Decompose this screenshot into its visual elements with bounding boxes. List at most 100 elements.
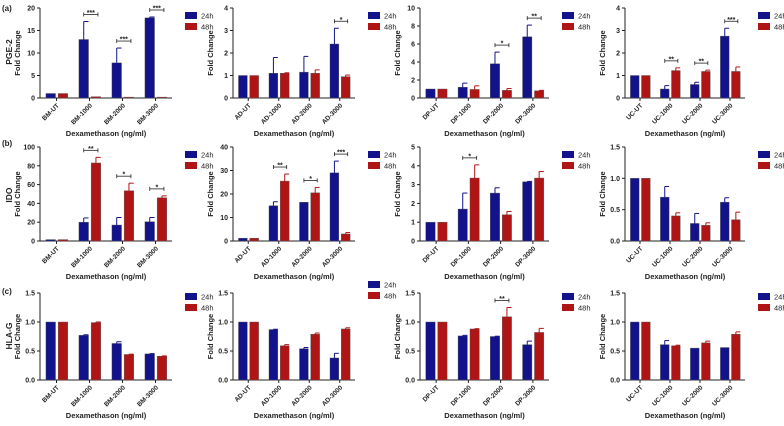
legend-label-24h: 24h <box>201 151 214 160</box>
x-axis-title: Dexamethason (ng/ml) <box>444 411 525 420</box>
bar-AD-UT-48h <box>249 75 259 99</box>
x-tick-label: AD-3000 <box>321 102 345 126</box>
bar-DP-UT-48h <box>437 221 448 242</box>
x-tick-label: AD-1000 <box>260 102 284 126</box>
bar-UC-3000-48h <box>731 333 741 381</box>
significance-label: ** <box>499 296 505 303</box>
legend-swatch-48h <box>185 304 197 311</box>
x-axis-title: Dexamethason (ng/ml) <box>645 129 726 138</box>
x-tick-label: UC-3000 <box>711 102 735 126</box>
bar-BM-UT-24h <box>45 239 56 242</box>
panel-12: 0.0 0.5 1.0 1.5 Fold Change UC-UT UC-1000 UC-20… <box>598 291 784 421</box>
y-tick-label: 0 <box>224 96 228 103</box>
legend-swatch-24h <box>368 281 380 288</box>
bar-UC-2000-48h <box>701 225 711 242</box>
bar-DP-1000-48h <box>469 177 480 242</box>
y-tick-label: 0 <box>411 96 415 103</box>
x-tick-label: DP-2000 <box>482 384 505 407</box>
panel-4: 0 1 2 3 4 Fold Change UC-UT UC-1000 UC-2000 UC-30… <box>598 6 784 139</box>
bar-DP-3000-48h <box>534 332 545 381</box>
bar-BM-3000-48h <box>156 96 167 99</box>
legend-label-48h: 48h <box>774 162 784 171</box>
x-axis-title: Dexamethason (ng/ml) <box>254 129 335 138</box>
bar-UC-UT-48h <box>641 75 651 99</box>
x-tick-label: UC-1000 <box>651 245 675 269</box>
x-tick-label: UC-1000 <box>651 384 675 408</box>
x-tick-label: BM-1000 <box>70 102 94 126</box>
bar-UC-3000-24h <box>720 347 730 381</box>
legend-label-48h: 48h <box>774 304 784 313</box>
x-tick-label: DP-UT <box>422 102 441 121</box>
bar-BM-1000-24h <box>78 221 89 242</box>
x-tick-label: DP-3000 <box>514 102 537 125</box>
y-tick-label: 60 <box>27 182 35 189</box>
bar-UC-2000-24h <box>690 223 700 242</box>
x-tick-label: DP-3000 <box>514 245 537 268</box>
y-tick-label: 20 <box>27 6 35 13</box>
x-tick-label: BM-2000 <box>103 384 127 408</box>
y-tick-label: 4 <box>616 6 620 13</box>
bar-DP-UT-24h <box>425 221 436 242</box>
bar-AD-3000-24h <box>329 172 340 242</box>
panel-7: 0 1 2 3 4 5 Fold Change DP-UT DP-1000 DP-2000 DP-3… <box>393 145 591 282</box>
bar-UC-3000-48h <box>731 219 741 242</box>
significance-label: ** <box>669 56 675 63</box>
bar-UC-1000-48h <box>671 215 681 242</box>
x-axis-title: Dexamethason (ng/ml) <box>66 411 147 420</box>
y-tick-label: 4 <box>411 163 415 170</box>
bar-DP-1000-48h <box>469 89 480 99</box>
significance-label: ** <box>277 163 283 170</box>
x-tick-label: UC-UT <box>625 245 644 264</box>
bar-BM-1000-48h <box>90 322 101 381</box>
y-axis-title: Fold Change <box>206 30 215 75</box>
bar-AD-1000-48h <box>280 345 290 381</box>
significance-label: * <box>340 17 343 24</box>
row-a-marker: PGE-2 <box>4 39 14 65</box>
y-tick-label: 10 <box>407 6 415 13</box>
x-axis-title: Dexamethason (ng/ml) <box>645 272 726 281</box>
panel-6: 0 10 20 30 40 Fold Change AD-UT AD-1000 AD-2000 A… <box>206 145 397 282</box>
y-axis-title: Fold Change <box>206 314 215 359</box>
x-tick-label: UC-1000 <box>651 102 675 126</box>
x-tick-label: BM-2000 <box>103 245 127 269</box>
bar-BM-UT-48h <box>57 239 68 242</box>
panel-11: 0.0 0.5 1.0 1.5 Fold Change DP-UT DP-1000 DP-20… <box>393 291 591 421</box>
x-tick-label: DP-2000 <box>482 102 505 125</box>
x-tick-label: BM-2000 <box>103 102 127 126</box>
y-tick-label: 4 <box>224 6 228 13</box>
bar-DP-2000-48h <box>502 90 512 99</box>
panel-9: 0.0 0.5 1.0 1.5 Fold Change BM-UT BM-1000 BM-20… <box>13 291 214 421</box>
bar-DP-2000-24h <box>490 192 500 242</box>
y-tick-label: 20 <box>27 220 35 227</box>
x-tick-label: AD-UT <box>233 245 252 264</box>
y-tick-label: 3 <box>411 182 415 189</box>
x-tick-label: BM-UT <box>41 245 61 265</box>
legend-swatch-24h <box>185 12 197 19</box>
bar-DP-2000-48h <box>502 214 512 242</box>
bar-AD-1000-24h <box>268 329 279 381</box>
x-tick-label: BM-3000 <box>136 102 160 126</box>
y-tick-label: 1.5 <box>610 145 620 152</box>
legend-label-48h: 48h <box>201 304 214 313</box>
y-tick-label: 0 <box>616 96 620 103</box>
y-tick-label: 0 <box>31 239 35 246</box>
significance-label: *** <box>153 6 161 13</box>
bar-UC-1000-48h <box>671 70 681 99</box>
bar-AD-UT-48h <box>249 321 259 381</box>
legend-swatch-48h <box>562 304 574 311</box>
x-tick-label: AD-3000 <box>321 245 345 269</box>
row-b-label: (b) <box>2 139 13 148</box>
y-tick-label: 30 <box>220 168 228 175</box>
y-tick-label: 0 <box>31 96 35 103</box>
bar-DP-1000-24h <box>457 86 468 99</box>
y-tick-label: 3 <box>616 28 620 35</box>
significance-label: *** <box>120 37 128 44</box>
bar-UC-1000-24h <box>660 88 670 99</box>
y-tick-label: 0.0 <box>405 378 415 385</box>
y-tick-label: 10 <box>27 51 35 58</box>
bar-BM-3000-48h <box>156 356 167 381</box>
y-tick-label: 1.5 <box>218 291 228 298</box>
legend-swatch-48h <box>185 162 197 169</box>
bar-BM-UT-24h <box>45 321 56 381</box>
bar-UC-2000-24h <box>690 84 700 99</box>
